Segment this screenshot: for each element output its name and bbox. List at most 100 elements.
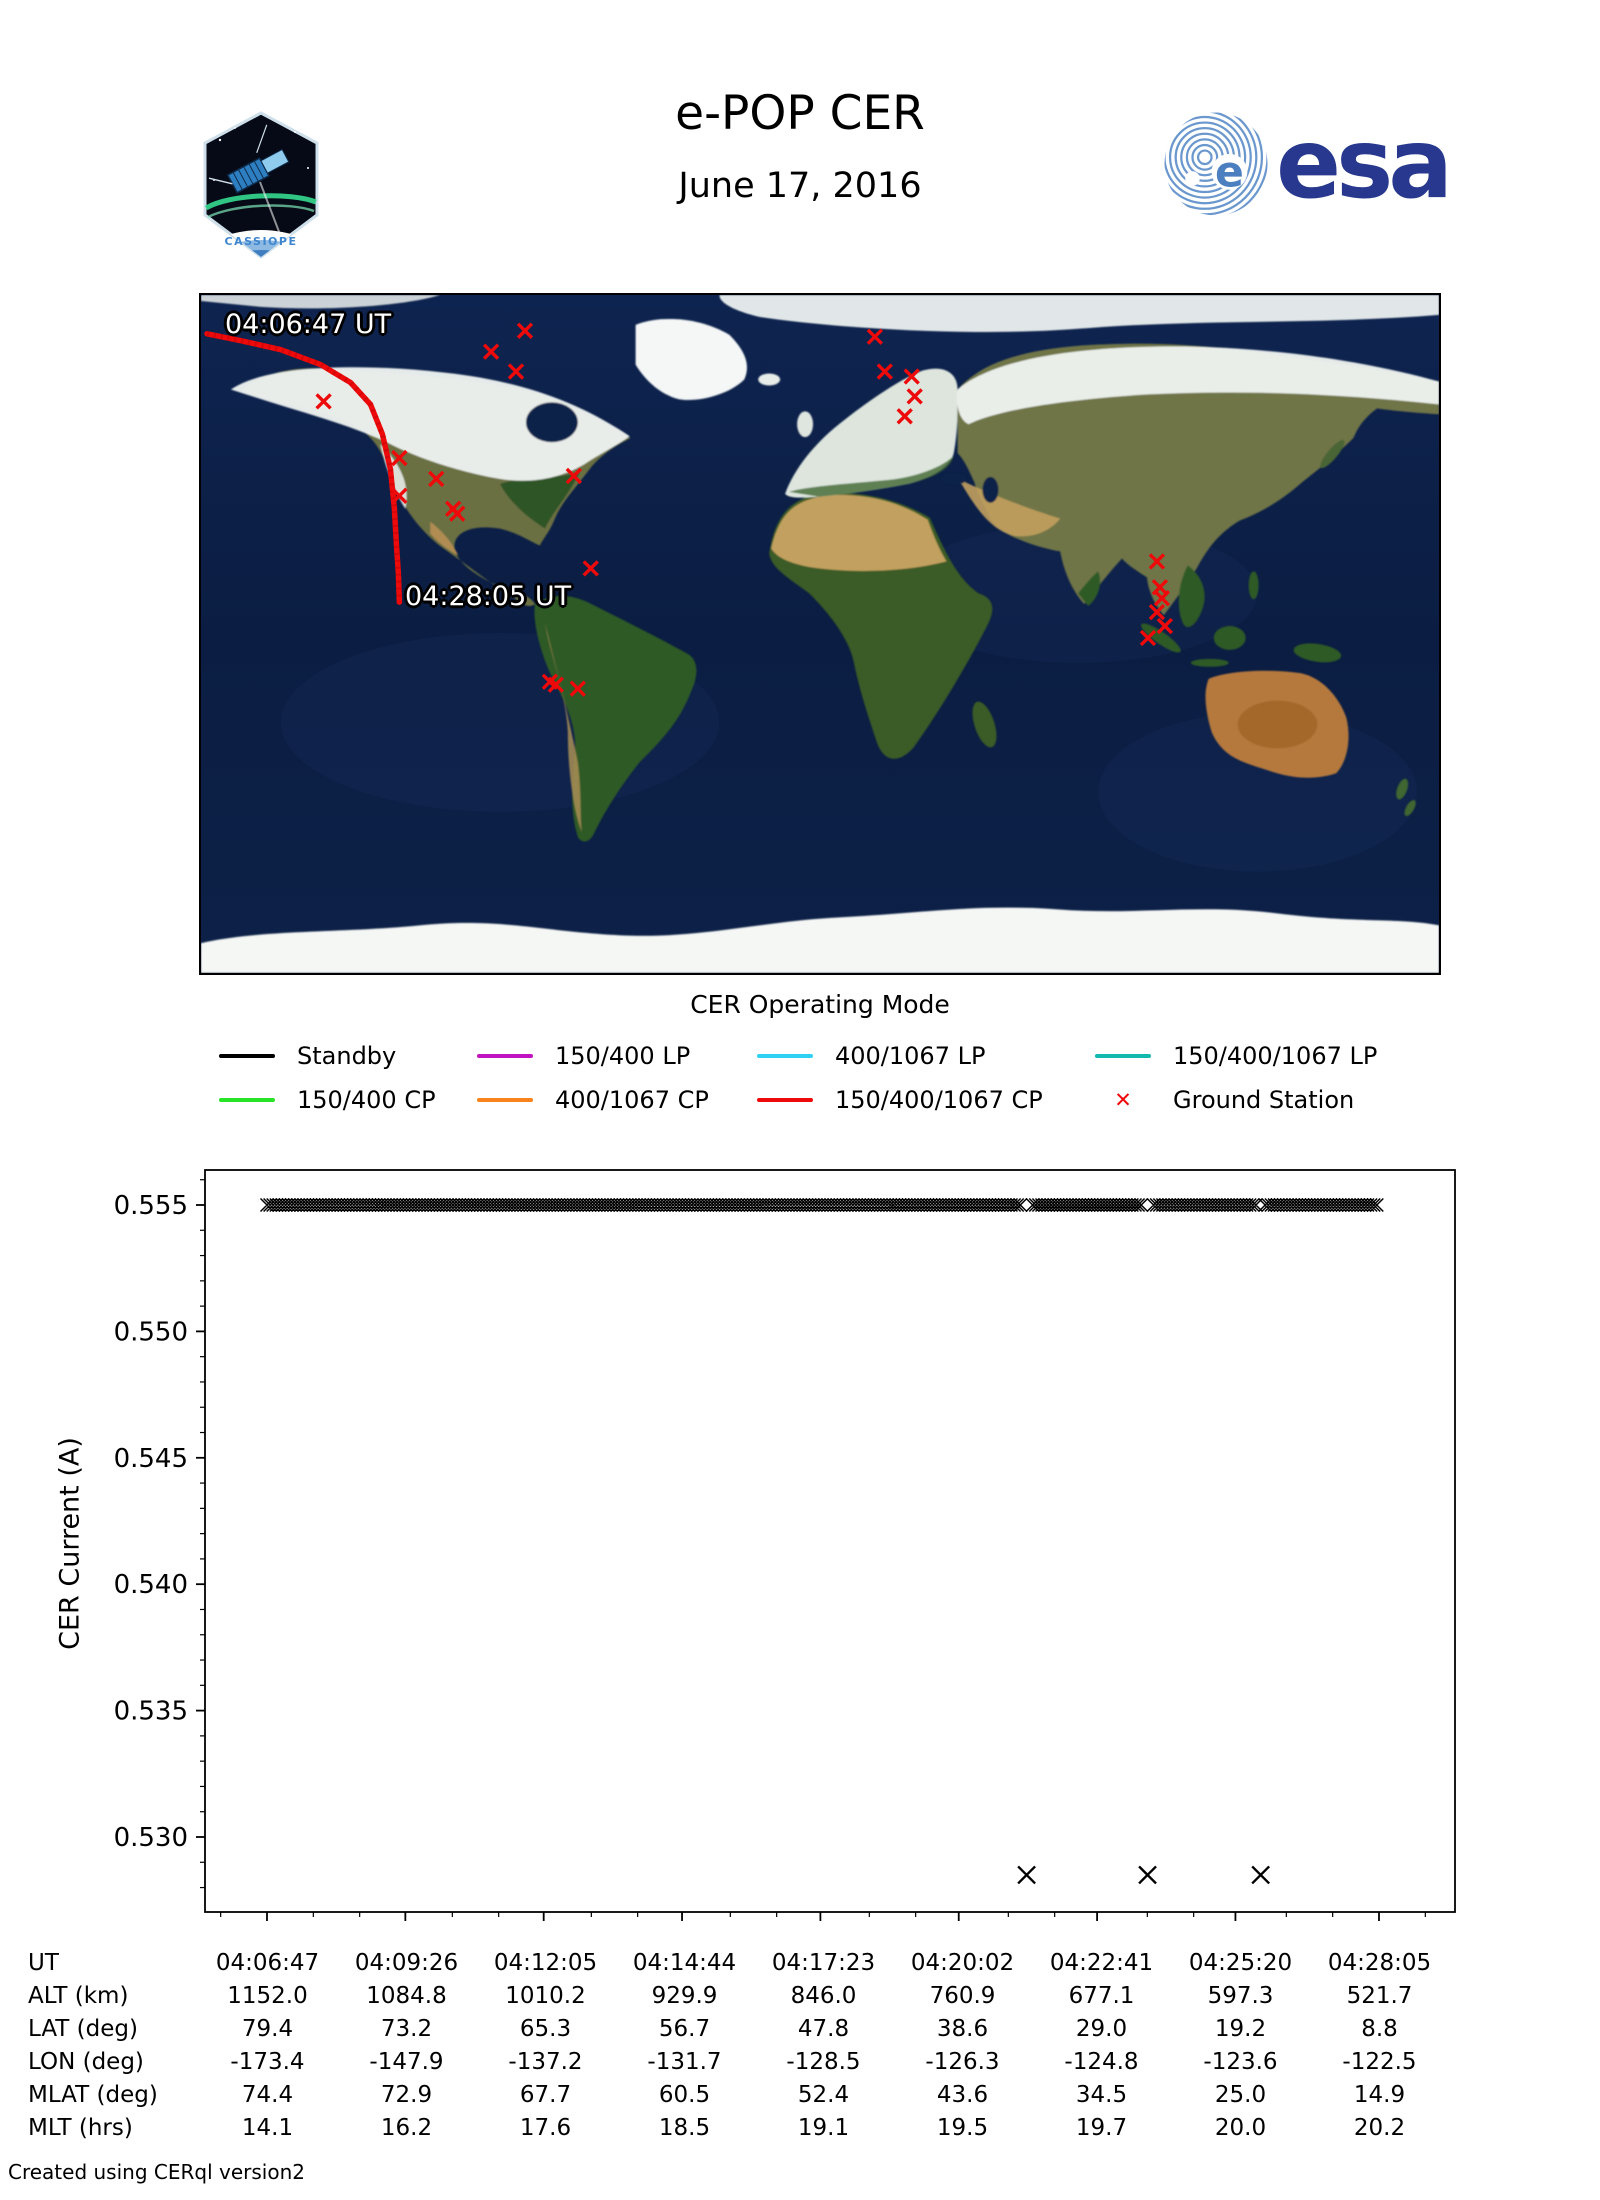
table-cell: 17.6 [519, 2114, 572, 2141]
table-cell: 04:06:47 [215, 1949, 320, 1976]
table-cell: -126.3 [925, 2048, 1000, 2075]
legend-item-standby: Standby [219, 1042, 477, 1070]
ground-station-marker [1148, 553, 1166, 570]
legend-item-400-1067-lp: 400/1067 LP [757, 1042, 1095, 1070]
ground-station-marker [516, 322, 534, 339]
legend-item-label: 150/400/1067 LP [1173, 1042, 1378, 1070]
y-axis-label: CER Current (A) [54, 1437, 86, 1650]
cer-current-dropout-marker [1017, 1865, 1036, 1885]
table-row-alt-km: ALT (km) 1152.0 1084.8 1010.2 929.9 846.0 760.… [0, 1979, 1600, 2012]
ground-stations-layer [315, 322, 1174, 697]
ground-station-marker [315, 393, 332, 410]
continents [201, 295, 1439, 973]
ground-station-marker [565, 467, 582, 485]
table-cell: 8.8 [1361, 2015, 1398, 2042]
table-cell: 14.9 [1353, 2081, 1406, 2108]
table-cell: 597.3 [1207, 1982, 1274, 2009]
credit-text: Created using CERql version2 [8, 2160, 305, 2184]
esa-sphere-icon: e [1164, 112, 1268, 216]
page-date: June 17, 2016 [678, 165, 922, 206]
ground-station-marker [1148, 603, 1166, 621]
table-cell: 74.4 [241, 2081, 294, 2108]
y-tick-label: 0.550 [114, 1317, 188, 1347]
ground-station-marker [1153, 590, 1171, 607]
table-row-mlt-hrs: MLT (hrs) 14.1 16.2 17.6 18.5 19.1 19.5 19.7 20.… [0, 2111, 1600, 2144]
table-cell: 73.2 [380, 2015, 433, 2042]
ground-station-marker-icon: ✕ [1114, 1088, 1132, 1112]
table-cell: 846.0 [790, 1982, 857, 2009]
y-tick-label: 0.530 [114, 1823, 188, 1853]
y-tick-label: 0.535 [114, 1697, 188, 1727]
table-row-label: MLT (hrs) [28, 2114, 133, 2141]
table-cell: 34.5 [1075, 2081, 1128, 2108]
table-row-label: LAT (deg) [28, 2015, 138, 2042]
y-tick-label: 0.545 [114, 1444, 188, 1474]
table-row-lon-deg: LON (deg) -173.4 -147.9 -137.2 -131.7 -128.5 -… [0, 2045, 1600, 2078]
ground-station-marker [569, 680, 586, 697]
table-cell: 67.7 [519, 2081, 572, 2108]
table-cell: 38.6 [936, 2015, 989, 2042]
table-cell: -128.5 [786, 2048, 861, 2075]
y-tick-label: 0.555 [114, 1191, 188, 1221]
legend-item-ground-station: ✕ Ground Station [1095, 1086, 1435, 1114]
cer-current-dropout-marker [1138, 1865, 1157, 1885]
table-cell: 19.5 [936, 2114, 989, 2141]
table-cell: 1152.0 [227, 1982, 308, 2009]
svg-text:e: e [1215, 147, 1244, 197]
table-cell: 1084.8 [366, 1982, 447, 2009]
table-cell: 56.7 [658, 2015, 711, 2042]
legend-item-400-1067-cp: 400/1067 CP [477, 1086, 757, 1114]
table-cell: -123.6 [1203, 2048, 1278, 2075]
table-cell: 521.7 [1346, 1982, 1413, 2009]
ground-station-marker [391, 449, 408, 467]
satellite-illustration [208, 124, 290, 194]
ground-station-marker [448, 505, 466, 522]
ephemeris-table: UT 04:06:47 04:09:26 04:12:05 04:14:44 04:17:… [0, 1946, 1600, 2144]
track-end-time-label: 04:28:05 UT [405, 581, 572, 612]
table-cell: 47.8 [797, 2015, 850, 2042]
satellite-ground-track [204, 331, 403, 605]
table-cell: -137.2 [508, 2048, 583, 2075]
legend-line-swatch [757, 1097, 813, 1103]
table-cell: 52.4 [797, 2081, 850, 2108]
esa-wordmark: esa [1276, 108, 1453, 220]
table-cell: 72.9 [380, 2081, 433, 2108]
table-cell: 1010.2 [505, 1982, 586, 2009]
legend-item-label: 150/400/1067 CP [835, 1086, 1043, 1114]
table-cell: 04:14:44 [632, 1949, 737, 1976]
ground-station-marker [866, 328, 883, 345]
ground-station-marker [428, 470, 445, 488]
ground-station-marker [482, 343, 500, 360]
table-cell: 16.2 [380, 2114, 433, 2141]
table-cell: 929.9 [651, 1982, 718, 2009]
table-cell: 04:22:41 [1049, 1949, 1154, 1976]
cer-current-dropout-marker [1251, 1865, 1271, 1885]
ground-station-marker [1139, 629, 1157, 647]
table-cell: -147.9 [369, 2048, 444, 2075]
table-cell: 04:12:05 [493, 1949, 598, 1976]
legend-title: CER Operating Mode [690, 990, 950, 1019]
table-cell: -122.5 [1342, 2048, 1417, 2075]
table-cell: 04:09:26 [354, 1949, 459, 1976]
table-cell: 60.5 [658, 2081, 711, 2108]
legend-line-swatch [477, 1053, 533, 1059]
legend-line-swatch [219, 1097, 275, 1103]
ground-station-marker [391, 487, 408, 504]
legend-item-label: Standby [297, 1042, 397, 1070]
table-cell: 43.6 [936, 2081, 989, 2108]
ground-station-marker [507, 363, 525, 380]
table-cell: 04:17:23 [771, 1949, 876, 1976]
page-title: e-POP CER [675, 86, 925, 141]
table-cell: -131.7 [647, 2048, 722, 2075]
table-cell: 19.1 [797, 2114, 850, 2141]
ground-station-marker [582, 560, 599, 577]
ground-station-marker [896, 408, 913, 425]
legend-line-swatch [477, 1097, 533, 1103]
header-titles: e-POP CER June 17, 2016 [0, 88, 1600, 206]
table-row-label: ALT (km) [28, 1982, 129, 2009]
legend-item-label: 400/1067 LP [835, 1042, 986, 1070]
patch-mission-name: CASSIOPE [225, 235, 298, 248]
table-row-label: MLAT (deg) [28, 2081, 158, 2108]
table-cell: 29.0 [1075, 2015, 1128, 2042]
legend-item-label: Ground Station [1173, 1086, 1355, 1114]
